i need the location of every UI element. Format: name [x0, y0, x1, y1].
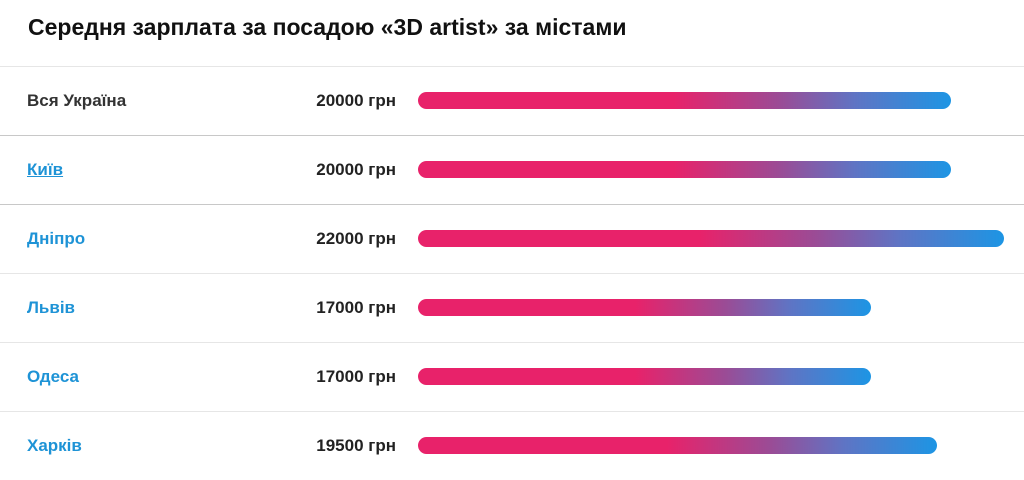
row-lviv: Львів 17000 грн [0, 273, 1024, 342]
row-odesa: Одеса 17000 грн [0, 342, 1024, 411]
salary-bar [418, 368, 871, 385]
salary-value: 20000 грн [316, 91, 396, 110]
salary-value: 17000 грн [316, 298, 396, 317]
city-link-dnipro[interactable]: Дніпро [27, 229, 86, 248]
salary-value: 17000 грн [316, 367, 396, 386]
city-link-lviv[interactable]: Львів [27, 298, 76, 317]
city-link-kharkiv[interactable]: Харків [27, 436, 82, 455]
salary-by-city-list: Вся Україна 20000 грн Київ 20000 грн Дні… [0, 66, 1024, 480]
salary-bar [418, 92, 951, 109]
salary-bar [418, 299, 871, 316]
row-dnipro: Дніпро 22000 грн [0, 204, 1024, 273]
salary-value: 19500 грн [316, 436, 396, 455]
row-all-ukraine: Вся Україна 20000 грн [0, 66, 1024, 135]
chart-title: Середня зарплата за посадою «3D artist» … [28, 14, 627, 40]
city-label-all-ukraine: Вся Україна [27, 91, 127, 110]
salary-bar [418, 230, 1004, 247]
salary-bar [418, 161, 951, 178]
salary-bar [418, 437, 938, 454]
row-kharkiv: Харків 19500 грн [0, 411, 1024, 480]
city-link-kyiv[interactable]: Київ [27, 160, 64, 179]
salary-value: 20000 грн [316, 160, 396, 179]
city-link-odesa[interactable]: Одеса [27, 367, 79, 386]
salary-value: 22000 грн [316, 229, 396, 248]
row-kyiv: Київ 20000 грн [0, 135, 1024, 204]
